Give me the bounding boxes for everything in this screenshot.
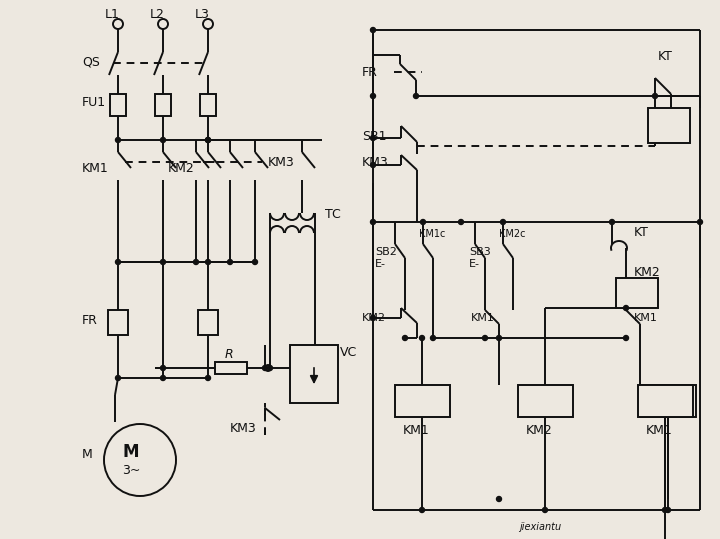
Circle shape [115, 137, 120, 142]
Text: KM2c: KM2c [499, 229, 526, 239]
Bar [395, 385, 450, 417]
Circle shape [497, 496, 502, 501]
Bar [200, 94, 216, 116]
Text: KM2: KM2 [526, 425, 553, 438]
Text: jiexiantu: jiexiantu [519, 522, 561, 532]
Text: M: M [122, 443, 139, 461]
Text: E-: E- [469, 259, 480, 269]
Circle shape [263, 365, 268, 370]
Circle shape [268, 365, 272, 370]
Circle shape [371, 93, 376, 99]
Circle shape [371, 315, 376, 321]
Text: FR: FR [362, 66, 378, 79]
Circle shape [205, 259, 210, 265]
Text: KM2: KM2 [362, 313, 386, 323]
Text: KM2: KM2 [634, 266, 661, 279]
Circle shape [420, 508, 425, 513]
Text: SB2: SB2 [375, 247, 397, 257]
Circle shape [542, 508, 547, 513]
Circle shape [371, 162, 376, 168]
Circle shape [194, 259, 199, 265]
Circle shape [420, 219, 426, 225]
Circle shape [161, 376, 166, 381]
Text: KM3: KM3 [362, 156, 389, 169]
Circle shape [497, 335, 502, 341]
Bar [641, 385, 696, 417]
Circle shape [402, 335, 408, 341]
Circle shape [253, 259, 258, 265]
Bar [110, 94, 126, 116]
Text: L3: L3 [194, 8, 210, 20]
Circle shape [205, 137, 210, 142]
Bar [616, 278, 658, 308]
Bar [638, 385, 693, 417]
Text: KM1: KM1 [82, 162, 109, 175]
Circle shape [228, 259, 233, 265]
Text: L1: L1 [104, 8, 120, 20]
Bar [215, 362, 247, 374]
Text: E-: E- [375, 259, 386, 269]
Text: FU1: FU1 [82, 95, 106, 108]
Circle shape [115, 259, 120, 265]
Text: KM1: KM1 [471, 313, 495, 323]
Text: M: M [82, 448, 93, 461]
Text: KM3: KM3 [268, 155, 294, 169]
Text: SB1: SB1 [362, 129, 387, 142]
Bar [108, 310, 128, 335]
Bar [518, 385, 573, 417]
Circle shape [205, 376, 210, 381]
Text: KM3: KM3 [230, 421, 257, 434]
Text: TC: TC [325, 209, 341, 222]
Text: QS: QS [82, 56, 100, 68]
Circle shape [115, 376, 120, 381]
Circle shape [371, 135, 376, 141]
Text: KM1c: KM1c [419, 229, 446, 239]
Bar [198, 310, 218, 335]
Text: FR: FR [82, 314, 98, 327]
Circle shape [662, 508, 667, 513]
Circle shape [500, 219, 505, 225]
Text: KM2: KM2 [168, 162, 194, 175]
Bar [648, 108, 690, 143]
Circle shape [371, 27, 376, 32]
Circle shape [371, 219, 376, 225]
Circle shape [205, 137, 210, 142]
Circle shape [413, 93, 418, 99]
Text: KT: KT [634, 225, 649, 238]
Text: VC: VC [340, 345, 357, 358]
Circle shape [459, 219, 464, 225]
Text: KM3: KM3 [658, 115, 685, 128]
Circle shape [161, 259, 166, 265]
Circle shape [610, 219, 614, 225]
Circle shape [624, 306, 629, 310]
Circle shape [431, 335, 436, 341]
Text: SB3: SB3 [469, 247, 491, 257]
Circle shape [652, 93, 657, 99]
Circle shape [420, 335, 425, 341]
Circle shape [482, 335, 487, 341]
Text: 3~: 3~ [122, 464, 140, 476]
Text: KM1: KM1 [634, 313, 658, 323]
Bar [155, 94, 171, 116]
Circle shape [624, 335, 629, 341]
Text: L2: L2 [150, 8, 164, 20]
Text: KM1: KM1 [646, 425, 672, 438]
Text: R: R [225, 348, 233, 361]
Circle shape [665, 508, 670, 513]
Circle shape [698, 219, 703, 225]
Circle shape [161, 365, 166, 370]
Bar [290, 345, 338, 403]
Text: KM1: KM1 [403, 425, 430, 438]
Text: KT: KT [658, 50, 673, 63]
Circle shape [161, 137, 166, 142]
